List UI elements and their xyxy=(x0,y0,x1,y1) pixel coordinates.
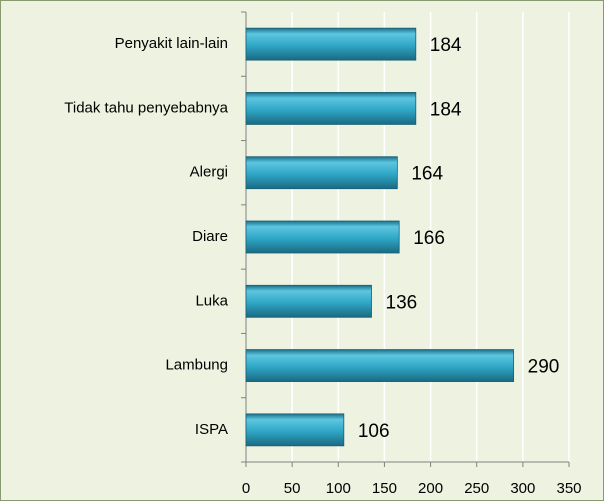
x-tick-label: 350 xyxy=(556,480,581,497)
y-tick-label: Lambung xyxy=(165,357,228,374)
y-tick-label: ISPA xyxy=(195,421,228,438)
data-label: 290 xyxy=(528,357,560,378)
x-tick-label: 0 xyxy=(242,480,250,497)
bar xyxy=(245,220,400,254)
y-tick-label: Tidak tahu penyebabnya xyxy=(64,99,228,116)
y-tick-label: Alergi xyxy=(190,164,228,181)
x-tick-label: 50 xyxy=(284,480,301,497)
x-tick-label: 300 xyxy=(510,480,535,497)
bar xyxy=(245,156,398,190)
bar xyxy=(245,284,372,318)
x-tick-label: 100 xyxy=(326,480,351,497)
x-tick-label: 150 xyxy=(372,480,397,497)
bar xyxy=(245,92,417,125)
bar xyxy=(245,349,515,382)
data-label: 164 xyxy=(411,164,443,185)
x-tick-label: 200 xyxy=(418,480,443,497)
data-label: 184 xyxy=(430,35,462,56)
x-tick-label: 250 xyxy=(464,480,489,497)
y-tick-label: Luka xyxy=(195,292,228,309)
y-tick-label: Diare xyxy=(192,228,228,245)
bar xyxy=(245,27,417,61)
data-label: 166 xyxy=(413,228,445,249)
data-label: 106 xyxy=(358,421,390,442)
data-label: 136 xyxy=(386,292,418,313)
y-tick-label: Penyakit lain-lain xyxy=(115,35,228,52)
data-label: 184 xyxy=(430,99,462,120)
bar xyxy=(245,413,345,447)
